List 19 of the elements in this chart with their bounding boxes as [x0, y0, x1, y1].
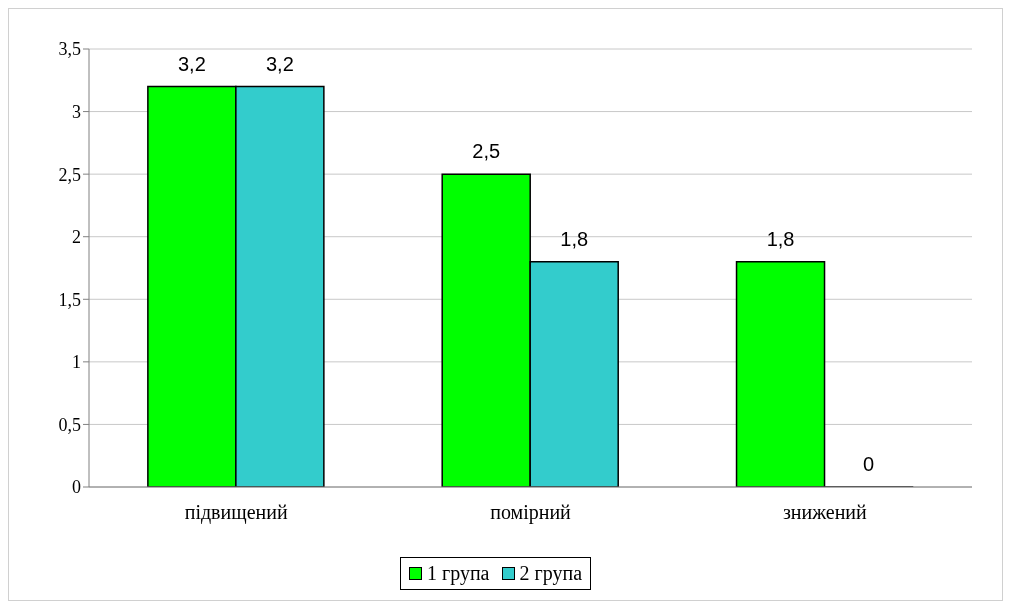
data-label: 0 — [862, 452, 875, 475]
x-tick-label: підвищений — [184, 501, 288, 525]
legend-label: 2 група — [518, 562, 583, 585]
data-label: 1,8 — [766, 227, 795, 250]
x-tick-label: знижений — [782, 501, 868, 524]
y-tick-label: 1 — [72, 352, 81, 373]
y-tick-label: 2 — [72, 227, 81, 248]
x-tick-label: помірний — [490, 501, 572, 525]
y-tick-label: 1,5 — [58, 289, 81, 310]
data-label: 1,8 — [560, 227, 589, 250]
y-tick-label: 0,5 — [58, 414, 81, 435]
legend-label: 1 група — [425, 562, 490, 585]
y-tick-label: 2,5 — [58, 164, 81, 185]
data-label: 3,2 — [265, 52, 294, 75]
data-label: 3,2 — [177, 52, 206, 75]
y-tick-label: 0 — [72, 477, 81, 498]
y-tick-label: 3 — [72, 101, 81, 122]
data-label: 2,5 — [472, 140, 501, 163]
y-tick-label: 3,5 — [58, 39, 81, 60]
